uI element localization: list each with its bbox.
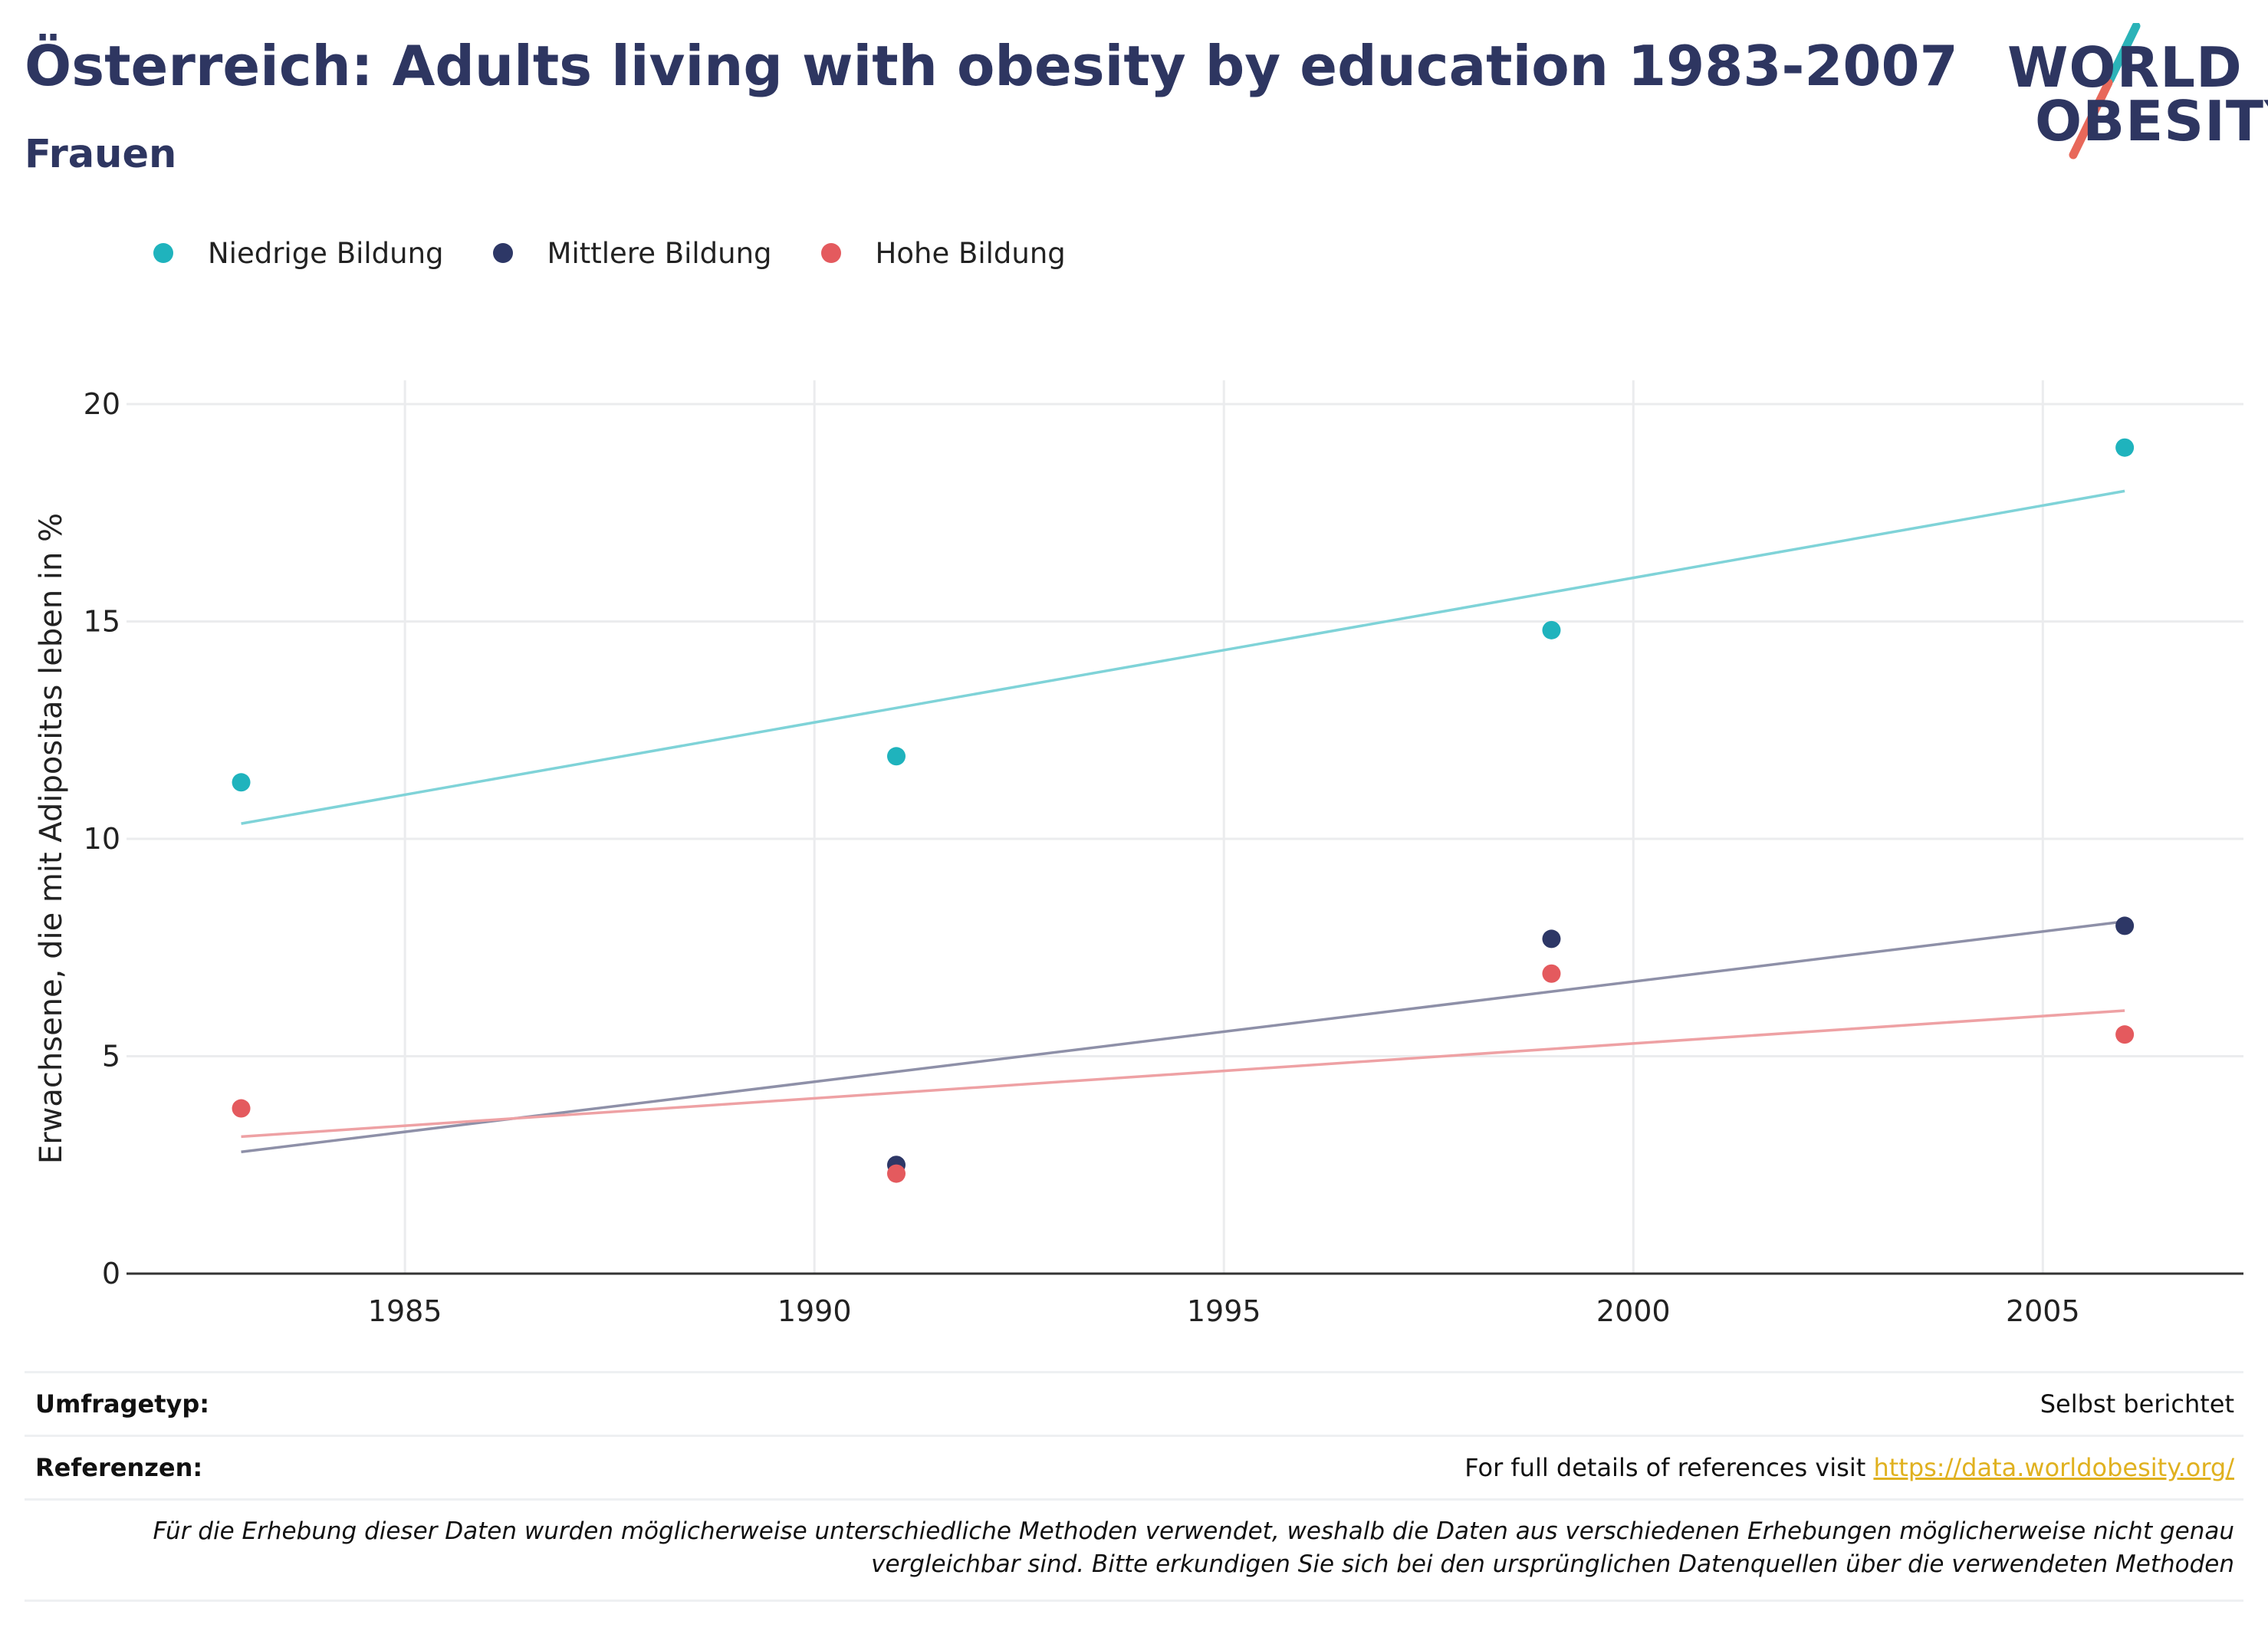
chart-subtitle: Frauen — [25, 132, 177, 177]
data-point — [1542, 929, 1561, 949]
survey-type-row: Umfragetyp: Selbst berichtet — [25, 1371, 2243, 1435]
legend-label: Niedrige Bildung — [208, 236, 444, 270]
survey-type-value: Selbst berichtet — [2040, 1389, 2234, 1419]
chart-legend: Niedrige Bildung Mittlere Bildung Hohe B… — [153, 230, 1115, 276]
methodology-note: Für die Erhebung dieser Daten wurden mög… — [153, 1517, 2234, 1579]
y-tick-label: 15 — [84, 605, 120, 639]
bottom-divider — [25, 1599, 2243, 1602]
legend-item-niedrige[interactable]: Niedrige Bildung — [153, 237, 444, 270]
x-tick-label: 1995 — [1187, 1294, 1261, 1328]
y-tick-label: 5 — [102, 1040, 120, 1073]
legend-label: Hohe Bildung — [875, 236, 1066, 270]
trend-line — [241, 489, 2125, 825]
trend-line — [241, 1009, 2125, 1139]
legend-item-mittlere[interactable]: Mittlere Bildung — [492, 236, 772, 270]
legend-marker — [820, 243, 841, 263]
logo-word-obesity: OBESITY — [2035, 89, 2268, 153]
x-tick-label: 2005 — [2006, 1294, 2080, 1328]
data-point — [2115, 916, 2135, 935]
data-point — [1542, 964, 1561, 983]
data-point — [232, 773, 251, 792]
legend-item-hohe[interactable]: Hohe Bildung — [820, 236, 1066, 270]
chart-title: Österreich: Adults living with obesity b… — [25, 34, 1958, 98]
survey-type-label: Umfragetyp: — [35, 1389, 210, 1419]
world-obesity-logo: WORLD OBESITY — [2001, 23, 2268, 161]
data-point — [1542, 620, 1561, 639]
references-link[interactable]: https://data.worldobesity.org/ — [1873, 1453, 2234, 1482]
legend-marker — [153, 243, 173, 263]
data-point — [887, 747, 906, 766]
data-point — [232, 1099, 251, 1118]
data-point — [2115, 1025, 2135, 1044]
note-divider — [25, 1498, 2243, 1501]
trend-line — [241, 919, 2125, 1153]
data-point — [2115, 438, 2135, 457]
data-point — [887, 1164, 906, 1183]
legend-marker — [492, 243, 513, 263]
references-label: Referenzen: — [35, 1453, 203, 1482]
y-tick-label: 10 — [84, 822, 120, 856]
references-value: For full details of references visit htt… — [1464, 1453, 2243, 1482]
x-tick-label: 1985 — [368, 1294, 442, 1328]
scatter-chart: 1985 1990 1995 2000 2005 0 5 10 15 20 Erwachsene, … — [34, 380, 2243, 1328]
logo-slash-icon — [2069, 23, 2141, 159]
y-tick-label: 20 — [84, 387, 120, 421]
x-tick-label: 1990 — [777, 1294, 852, 1328]
legend-label: Mittlere Bildung — [547, 236, 772, 270]
references-text: For full details of references visit — [1464, 1453, 1874, 1482]
y-tick-label: 0 — [102, 1257, 120, 1290]
logo-word-world: WORLD — [2007, 35, 2243, 100]
y-axis-title: Erwachsene, die mit Adipositas leben in … — [34, 513, 69, 1164]
references-row: Referenzen: For full details of referenc… — [25, 1435, 2243, 1498]
x-tick-label: 2000 — [1596, 1294, 1671, 1328]
